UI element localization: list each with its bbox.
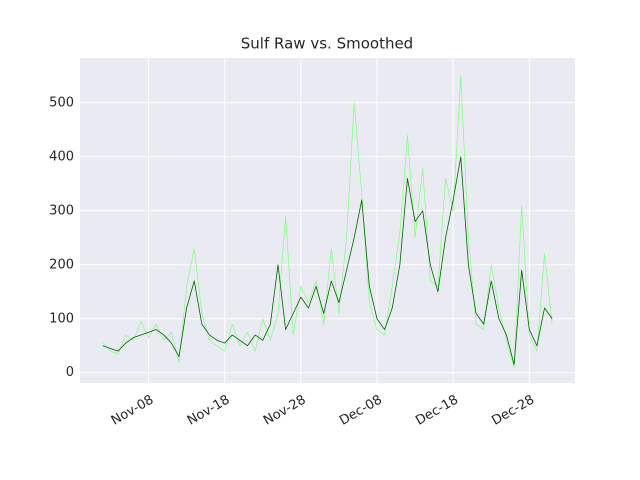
x-tick-label: Nov-08: [109, 393, 157, 429]
y-tick-label: 300: [49, 203, 74, 218]
x-tick-label: Nov-18: [185, 393, 233, 429]
y-tick-label: 100: [49, 311, 74, 326]
x-tick-label: Dec-28: [489, 393, 537, 429]
y-tick-label: 500: [49, 95, 74, 110]
data-line: [102, 75, 553, 368]
x-tick-label: Nov-28: [261, 393, 309, 429]
y-tick-label: 200: [49, 257, 74, 272]
x-tick-label: Dec-08: [337, 393, 385, 429]
data-line: [102, 156, 553, 366]
y-tick-label: 400: [49, 149, 74, 164]
plot-area: [80, 58, 575, 383]
x-tick-label: Dec-18: [413, 393, 461, 429]
chart-title: Sulf Raw vs. Smoothed: [241, 35, 413, 53]
y-tick-label: 0: [66, 365, 74, 380]
